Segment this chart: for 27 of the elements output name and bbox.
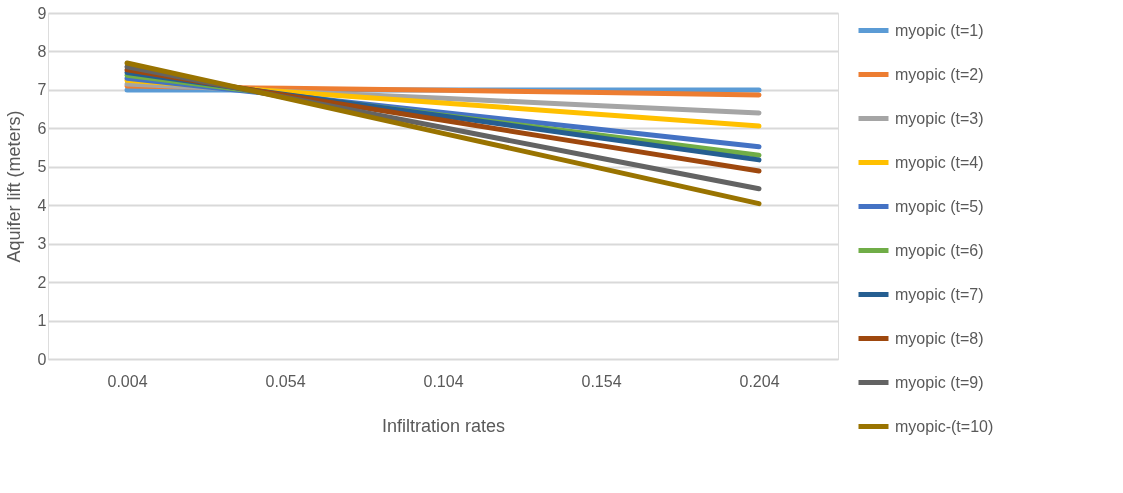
y-tick-label: 6 [37, 119, 47, 137]
y-tick-label: 0 [37, 350, 47, 368]
x-tick-label: 0.004 [107, 372, 148, 390]
x-axis-title: Infiltration rates [381, 415, 506, 436]
legend-label: myopic (t=8) [895, 329, 984, 347]
x-tick-label: 0.054 [265, 372, 306, 390]
y-tick-label: 7 [37, 81, 47, 99]
y-tick-label: 4 [37, 196, 47, 214]
legend-label: myopic (t=2) [895, 65, 984, 83]
legend-label: myopic (t=6) [895, 241, 984, 259]
x-tick-label: 0.104 [423, 372, 464, 390]
y-tick-label: 1 [37, 312, 47, 330]
x-tick-label: 0.204 [739, 372, 780, 390]
legend-label: myopic-(t=10) [895, 417, 994, 435]
x-tick-label: 0.154 [581, 372, 622, 390]
legend-label: myopic (t=3) [895, 109, 984, 127]
legend-label: myopic (t=5) [895, 197, 984, 215]
y-tick-label: 5 [37, 158, 47, 176]
y-axis-title: Aquifer lift (meters) [3, 110, 24, 263]
y-tick-label: 9 [37, 4, 47, 22]
legend-label: myopic (t=1) [895, 21, 984, 39]
legend-label: myopic (t=4) [895, 153, 984, 171]
legend-label: myopic (t=7) [895, 285, 984, 303]
y-tick-label: 3 [37, 235, 47, 253]
y-tick-label: 8 [37, 42, 47, 60]
legend-label: myopic (t=9) [895, 373, 984, 391]
y-tick-label: 2 [37, 273, 47, 291]
